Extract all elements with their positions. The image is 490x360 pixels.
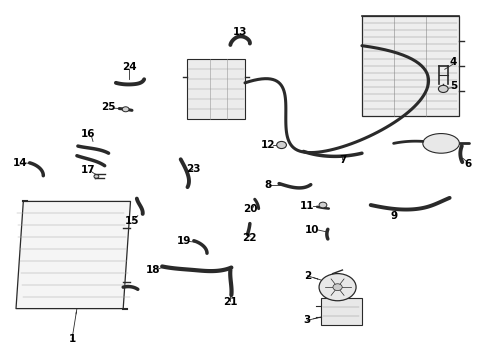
Text: 8: 8 xyxy=(265,180,272,190)
Text: 21: 21 xyxy=(223,297,238,307)
Text: 11: 11 xyxy=(300,201,315,211)
Circle shape xyxy=(122,107,129,112)
Ellipse shape xyxy=(423,134,460,153)
Text: 15: 15 xyxy=(125,216,139,226)
Text: 4: 4 xyxy=(450,57,457,67)
Text: 16: 16 xyxy=(81,129,96,139)
Text: 7: 7 xyxy=(339,156,346,165)
Text: 9: 9 xyxy=(390,211,397,221)
Text: 6: 6 xyxy=(465,159,472,169)
Circle shape xyxy=(94,175,99,178)
Text: 24: 24 xyxy=(122,63,136,72)
Text: 14: 14 xyxy=(13,158,27,168)
Text: 3: 3 xyxy=(304,315,311,325)
Text: 10: 10 xyxy=(305,225,319,235)
Text: 12: 12 xyxy=(261,140,276,150)
Circle shape xyxy=(277,141,287,149)
Circle shape xyxy=(333,284,342,291)
Bar xyxy=(362,16,460,116)
Circle shape xyxy=(439,85,448,93)
Circle shape xyxy=(319,202,327,208)
Text: 23: 23 xyxy=(187,163,201,174)
Text: 5: 5 xyxy=(450,81,457,91)
Circle shape xyxy=(319,274,356,301)
Text: 18: 18 xyxy=(146,265,161,275)
Text: 22: 22 xyxy=(243,233,257,243)
Text: 20: 20 xyxy=(244,204,258,214)
Text: 1: 1 xyxy=(69,334,75,344)
Text: 19: 19 xyxy=(177,236,191,246)
Bar xyxy=(320,298,362,325)
Polygon shape xyxy=(16,202,130,309)
Text: 17: 17 xyxy=(81,165,96,175)
Text: 2: 2 xyxy=(304,271,311,281)
Text: 25: 25 xyxy=(101,103,116,112)
Text: 13: 13 xyxy=(233,27,247,37)
Bar xyxy=(187,59,245,119)
